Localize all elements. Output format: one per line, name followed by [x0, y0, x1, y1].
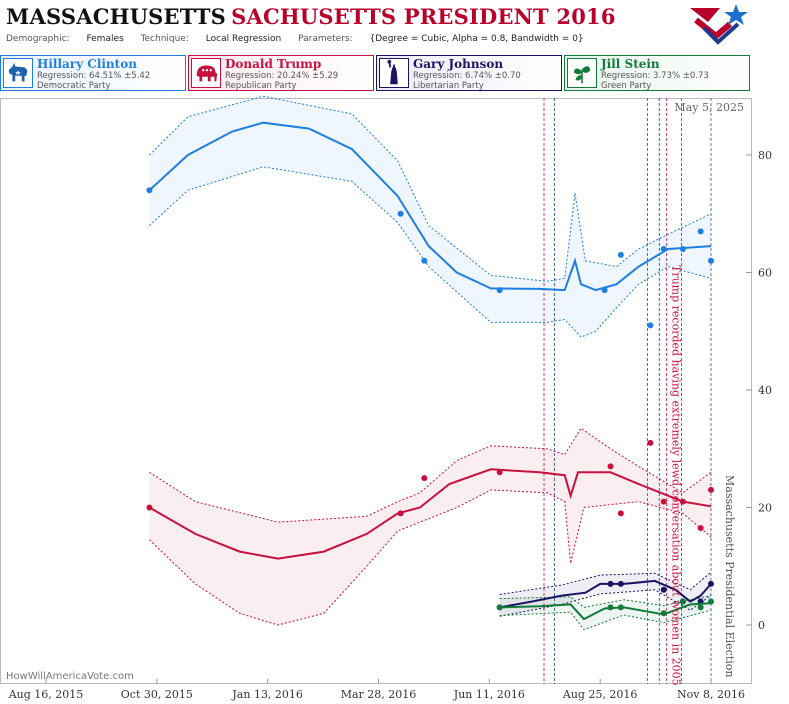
candidate-regression: Regression: 64.51% ±5.42 — [37, 71, 151, 81]
upper-bound-line — [149, 427, 712, 523]
demographic-label: Demographic: — [6, 34, 70, 44]
poll-point — [601, 287, 608, 294]
regression-line — [148, 121, 712, 292]
statue-of-liberty-icon — [379, 58, 409, 88]
poll-point — [697, 525, 704, 532]
y-tick-label: 40 — [758, 384, 772, 397]
poll-point — [708, 486, 714, 493]
candidate-party: Democratic Party — [37, 81, 111, 91]
technique-label: Technique: — [140, 34, 189, 44]
candidate-name: Hillary Clinton — [37, 57, 137, 71]
poll-point — [146, 187, 153, 194]
poll-point — [679, 498, 686, 505]
poll-point — [496, 469, 503, 476]
lower-bound-line — [149, 166, 712, 338]
poll-point — [607, 604, 614, 611]
parameters-line: Demographic: Females Technique: Local Re… — [6, 34, 598, 44]
x-tick-label: Oct 30, 2015 — [121, 688, 193, 701]
regression-line — [499, 602, 712, 621]
x-tick-label: Jan 13, 2016 — [231, 688, 303, 701]
confidence-band — [499, 595, 711, 630]
confidence-band — [149, 428, 711, 625]
candidate-name: Gary Johnson — [413, 57, 504, 71]
technique-value: Local Regression — [205, 34, 282, 44]
x-tick-label: Nov 8, 2016 — [677, 688, 745, 701]
poll-point — [617, 251, 624, 258]
parameters-label: Parameters: — [298, 34, 353, 44]
poll-point — [146, 504, 153, 511]
legend-johnson: Gary Johnson Regression: 6.74% ±0.70 Lib… — [376, 55, 562, 91]
poll-point — [617, 510, 624, 517]
poll-point — [679, 246, 686, 252]
watermark: HowWillAmericaVote.com — [6, 671, 134, 682]
lower-bound-line — [499, 609, 712, 631]
poll-point — [660, 586, 667, 593]
y-tick-label: 60 — [758, 267, 772, 280]
poll-point — [660, 246, 667, 252]
date-label: May 5, 2025 — [674, 101, 744, 114]
upper-bound-line — [149, 95, 712, 282]
y-tick-label: 0 — [758, 619, 765, 632]
candidate-regression: Regression: 3.73% ±0.73 — [601, 71, 709, 81]
poll-point — [397, 210, 404, 217]
poll-point — [647, 439, 654, 446]
poll-point — [708, 598, 714, 605]
poll-point — [397, 510, 404, 517]
poll-point — [617, 580, 624, 587]
leaf-icon — [567, 58, 597, 88]
legend-trump: Donald Trump Regression: 20.24% ±5.29 Re… — [188, 55, 374, 91]
candidate-name: Donald Trump — [225, 57, 322, 71]
election-annotation: Massachusetts Presidential Election — [723, 475, 736, 677]
candidate-party: Republican Party — [225, 81, 297, 91]
y-tick-label: 80 — [758, 149, 772, 162]
confidence-band — [149, 96, 711, 338]
y-tick-label: 20 — [758, 502, 772, 515]
poll-point — [617, 604, 624, 611]
elephant-icon — [191, 58, 221, 88]
candidate-regression: Regression: 20.24% ±5.29 — [225, 71, 339, 81]
x-tick-label: Jun 11, 2016 — [453, 688, 525, 701]
poll-point — [697, 228, 704, 235]
poll-point — [679, 598, 686, 605]
title-race: SACHUSETTS PRESIDENT 2016 — [231, 4, 616, 29]
x-tick-label: Aug 16, 2015 — [8, 688, 84, 701]
poll-point — [697, 604, 704, 611]
demographic-value: Females — [86, 34, 124, 44]
poll-point — [607, 463, 614, 470]
legend-clinton: Hillary Clinton Regression: 64.51% ±5.42… — [0, 55, 186, 91]
candidate-party: Libertarian Party — [413, 81, 484, 91]
poll-point — [496, 604, 503, 611]
candidate-legend: Hillary Clinton Regression: 64.51% ±5.42… — [0, 55, 789, 93]
upper-bound-line — [499, 595, 712, 608]
poll-point — [647, 322, 654, 329]
upper-bound-line — [499, 571, 712, 595]
x-tick-label: Mar 28, 2016 — [341, 688, 417, 701]
poll-point — [708, 257, 714, 264]
candidate-regression: Regression: 6.74% ±0.70 — [413, 71, 521, 81]
poll-point — [496, 287, 503, 294]
poll-point — [660, 498, 667, 505]
poll-point — [708, 580, 714, 587]
event-annotation: Trump recorded having extremely lewd con… — [670, 265, 683, 686]
chart-title: MASSACHUSETTS SACHUSETTS PRESIDENT 2016 — [6, 4, 616, 29]
poll-point — [607, 580, 614, 587]
candidate-party: Green Party — [601, 81, 652, 91]
x-tick-label: Aug 25, 2016 — [562, 688, 638, 701]
title-state: MASSACHUSETTS — [6, 4, 227, 29]
poll-point — [421, 257, 428, 264]
plot-frame — [0, 98, 752, 684]
poll-point — [660, 610, 667, 617]
regression-line — [148, 468, 712, 560]
candidate-name: Jill Stein — [601, 57, 660, 71]
flag-logo-icon — [690, 4, 748, 45]
parameters-value: {Degree = Cubic, Alpha = 0.8, Bandwidth … — [369, 34, 584, 44]
donkey-icon — [3, 58, 33, 88]
legend-stein: Jill Stein Regression: 3.73% ±0.73 Green… — [564, 55, 750, 91]
poll-point — [421, 475, 428, 482]
